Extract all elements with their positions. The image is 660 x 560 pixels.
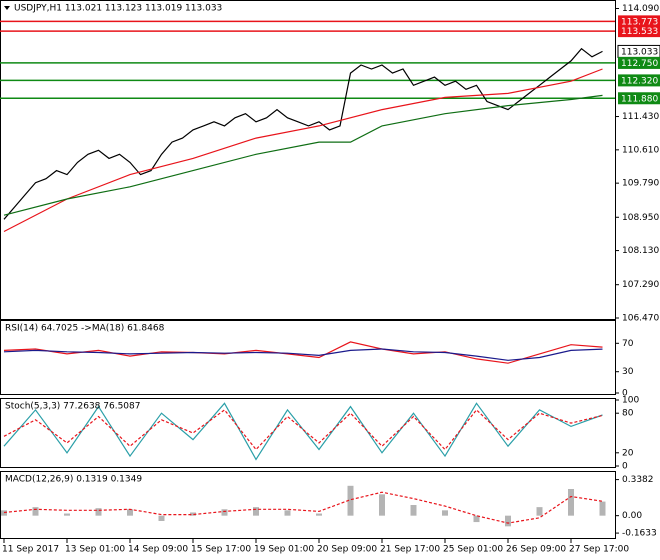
histogram-bar [1, 510, 7, 516]
panel-frame [0, 398, 616, 468]
x-tick-label: 14 Sep 09:00 [128, 545, 188, 555]
x-tick-label: 21 Sep 17:00 [380, 545, 440, 555]
level-label: 112.320 [621, 76, 658, 86]
histogram-bar [158, 515, 165, 521]
level-label-box [618, 25, 660, 38]
y-tick-label: 107.290 [622, 280, 659, 290]
y-tick-label: 30 [622, 367, 634, 377]
y-tick-label: 111.430 [622, 112, 659, 122]
y-tick-label: 70 [622, 339, 634, 349]
panel-title: Stoch(5,3,3) 77.2638 76.5087 [5, 402, 140, 412]
y-tick-label: 0.3382 [622, 475, 654, 485]
y-tick-label: 100 [622, 396, 639, 406]
level-label-box [618, 92, 660, 105]
level-label-box [618, 56, 660, 69]
y-tick-label: 108.950 [622, 213, 659, 223]
level-label: 113.773 [621, 17, 658, 27]
x-tick-label: 11 Sep 2017 [2, 545, 59, 555]
y-tick-label: 0.00 [622, 511, 642, 521]
histogram-bar [221, 509, 228, 516]
histogram-bar [316, 513, 322, 516]
histogram-bar [64, 513, 70, 516]
panel-frame [0, 0, 616, 320]
histogram-bar [127, 509, 133, 516]
x-tick-label: 20 Sep 09:00 [317, 545, 377, 555]
series-line [3, 68, 603, 233]
y-tick-label: 80 [622, 409, 634, 419]
y-tick-label: 106.470 [622, 314, 659, 324]
x-tick-label: 27 Sep 17:00 [569, 545, 629, 555]
histogram-bar [32, 507, 39, 516]
histogram-bar [347, 485, 354, 516]
histogram-bar [442, 510, 448, 516]
series-line [3, 491, 603, 524]
x-tick-label: 26 Sep 09:00 [506, 545, 566, 555]
x-tick-label: 25 Sep 01:00 [443, 545, 503, 555]
histogram-bar [253, 507, 259, 516]
histogram-bar [599, 501, 606, 516]
level-label: 111.880 [621, 94, 658, 104]
menu-arrow[interactable] [4, 6, 10, 10]
y-tick-label: -0.1633 [622, 529, 657, 539]
x-tick-label: 15 Sep 17:00 [191, 545, 251, 555]
panel-frame [0, 320, 616, 395]
histogram-bar [95, 508, 102, 516]
series-line [3, 341, 603, 364]
panel-title: USDJPY,H1 113.021 113.123 113.019 113.03… [14, 4, 222, 14]
level-label: 113.533 [621, 27, 658, 37]
series-line [3, 348, 603, 361]
y-tick-label: 0 [622, 462, 628, 472]
histogram-bar [505, 515, 511, 527]
x-tick-label: 13 Sep 01:00 [65, 545, 125, 555]
panel-title: RSI(14) 64.7025 ->MA(18) 61.8468 [5, 324, 165, 334]
y-tick-label: 114.090 [622, 4, 659, 14]
y-tick-label: 0 [622, 389, 628, 399]
histogram-bar [190, 512, 196, 516]
series-line [3, 47, 603, 220]
level-label: 113.033 [621, 47, 658, 57]
histogram-bar [536, 507, 543, 516]
series-line [3, 94, 603, 216]
histogram-bar [568, 489, 574, 516]
panel-frame [0, 471, 616, 539]
panel-title: MACD(12,26,9) 0.1319 0.1349 [5, 475, 142, 485]
histogram-bar [473, 515, 480, 523]
histogram-bar [284, 510, 291, 516]
y-tick-label: 109.790 [622, 179, 659, 189]
series-line [3, 409, 603, 451]
y-tick-label: 20 [622, 448, 634, 458]
level-label: 112.750 [621, 59, 658, 69]
histogram-bar [410, 505, 417, 516]
y-tick-label: 110.610 [622, 145, 659, 155]
level-label-box [618, 15, 660, 28]
level-label-box [618, 74, 660, 87]
y-tick-label: 108.130 [622, 246, 659, 256]
x-tick-label: 19 Sep 01:00 [254, 545, 314, 555]
histogram-bar [379, 494, 385, 516]
